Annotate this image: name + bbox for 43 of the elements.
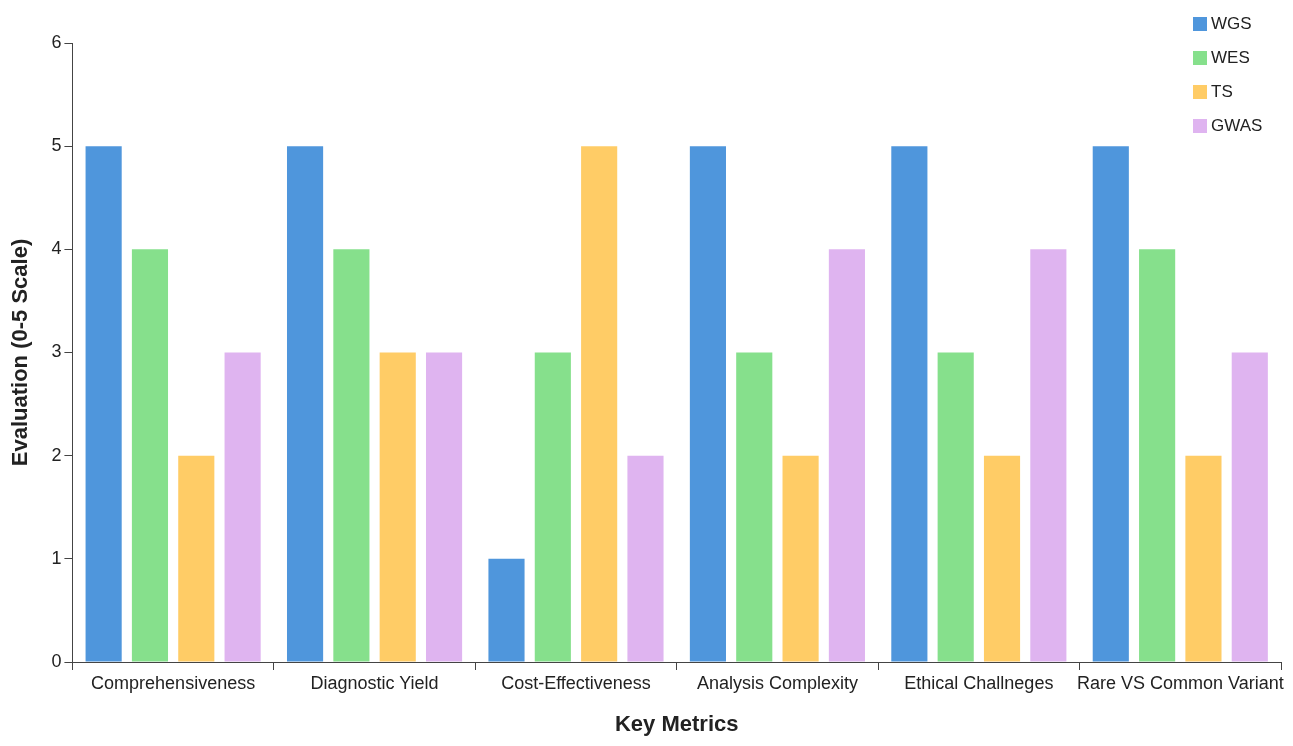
bar [581, 146, 618, 662]
bar [379, 352, 416, 662]
bar [782, 455, 819, 662]
legend-label: WGS [1211, 13, 1252, 33]
x-axis-title: Key Metrics [614, 710, 739, 736]
y-axis-title: Evaluation (0-5 Scale) [7, 238, 33, 467]
y-tick-label: 6 [51, 31, 62, 52]
y-tick-label: 0 [51, 650, 62, 671]
y-tick-label: 5 [51, 135, 62, 156]
bar [937, 352, 974, 662]
bar [425, 352, 463, 662]
bar [689, 146, 726, 662]
bar [534, 352, 571, 662]
bar [1231, 352, 1268, 662]
x-tick-label: Cost-Effectiveness [501, 672, 651, 693]
bar [736, 352, 773, 662]
bar [1092, 146, 1129, 662]
y-tick-label: 1 [51, 547, 62, 568]
bar [488, 558, 525, 662]
bar [178, 455, 215, 662]
bar [287, 146, 324, 662]
legend-label: GWAS [1211, 115, 1263, 135]
bar [1030, 249, 1067, 662]
bar [333, 249, 370, 662]
x-tick-label: Rare VS Common Variant [1076, 672, 1284, 693]
bar [85, 146, 122, 662]
x-tick-label: Diagnostic Yield [310, 672, 439, 693]
y-tick-label: 3 [51, 341, 62, 362]
legend-label: WES [1211, 47, 1250, 67]
bar [828, 249, 865, 662]
bar [627, 455, 664, 662]
y-tick-label: 4 [51, 238, 62, 259]
y-tick-label: 2 [51, 444, 62, 465]
bar [983, 455, 1021, 662]
bar [891, 146, 928, 662]
bar [224, 352, 261, 662]
legend-label: TS [1211, 81, 1233, 101]
x-tick-label: Analysis Complexity [696, 672, 858, 693]
bar [1139, 249, 1176, 662]
x-tick-label: Comprehensiveness [91, 672, 256, 693]
bar [1185, 455, 1222, 662]
bar [131, 249, 169, 662]
x-tick-label: Ethical Challneges [904, 672, 1054, 693]
